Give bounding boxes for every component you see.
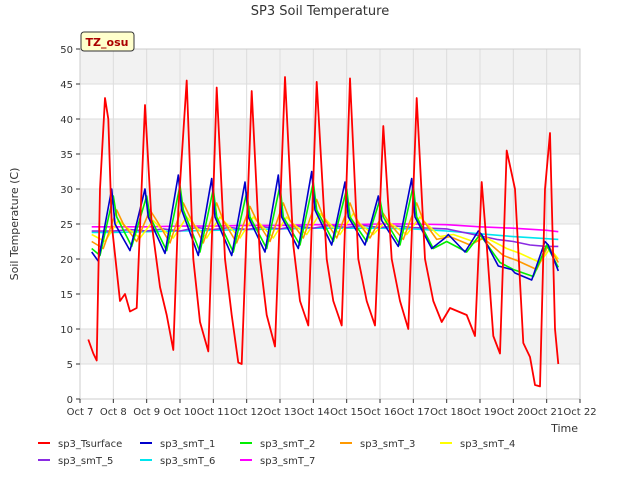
x-tick-label: Oct 7	[67, 407, 94, 418]
x-tick-label: Oct 10	[163, 407, 196, 418]
legend-label: sp3_smT_6	[160, 456, 215, 467]
legend-item: sp3_smT_4	[440, 439, 515, 450]
y-tick-label: 15	[60, 290, 73, 301]
x-tick-label: Oct 8	[100, 407, 127, 418]
x-tick-label: Oct 17	[397, 407, 430, 418]
x-tick-label: Oct 11	[197, 407, 230, 418]
plot-band	[80, 329, 580, 364]
x-tick-label: Oct 21	[530, 407, 563, 418]
legend-label: sp3_smT_7	[260, 456, 315, 467]
y-tick-label: 10	[60, 325, 73, 336]
series-line-sp3-Tsurface	[87, 76, 560, 388]
chart-title: SP3 Soil Temperature	[251, 4, 389, 19]
plot-band	[80, 49, 580, 84]
legend-item: sp3_smT_6	[140, 456, 215, 467]
legend-label: sp3_smT_4	[460, 439, 515, 450]
series-line-sp3-smT-3	[91, 198, 559, 271]
legend-item: sp3_smT_2	[240, 439, 315, 450]
legend-item: sp3_smT_5	[38, 456, 113, 467]
x-axis-ticks: Oct 7 Oct 8 Oct 9 Oct 10 Oct 11 Oct 12 Oct 13 O…	[67, 399, 597, 418]
legend-label: sp3_smT_5	[58, 456, 113, 467]
legend-label: sp3_smT_3	[360, 439, 415, 450]
legend-label: sp3_smT_1	[160, 439, 215, 450]
plot-band	[80, 294, 580, 329]
tz-annotation: TZ_osu	[80, 31, 135, 52]
legend-label: sp3_smT_2	[260, 439, 315, 450]
y-tick-label: 20	[60, 255, 73, 266]
x-axis-label: Time	[550, 422, 578, 435]
legend-item: sp3_smT_1	[140, 439, 215, 450]
y-tick-label: 25	[60, 220, 73, 231]
data-series	[87, 76, 560, 388]
y-tick-label: 40	[60, 115, 73, 126]
legend-item: sp3_Tsurface	[38, 439, 122, 450]
y-tick-label: 45	[60, 80, 73, 91]
x-tick-label: Oct 22	[563, 407, 596, 418]
x-tick-label: Oct 13	[263, 407, 296, 418]
legend-item: sp3_smT_7	[240, 456, 315, 467]
x-tick-label: Oct 20	[497, 407, 530, 418]
y-axis-ticks: 0 5 10 15 20 25 30 35 40 45 50	[60, 45, 80, 406]
y-tick-label: 0	[67, 395, 73, 406]
legend-item: sp3_smT_3	[340, 439, 415, 450]
series-line-sp3-smT-2	[91, 181, 560, 278]
annotation-box	[80, 31, 135, 52]
plot-band	[80, 364, 580, 399]
y-tick-label: 5	[67, 360, 73, 371]
series-line-sp3-smT-4	[91, 212, 559, 264]
annotation-text: TZ_osu	[86, 36, 129, 49]
y-tick-label: 50	[60, 45, 73, 56]
legend-label: sp3_Tsurface	[58, 439, 122, 450]
plot-band	[80, 154, 580, 189]
plot-band	[80, 189, 580, 224]
x-tick-label: Oct 15	[330, 407, 363, 418]
y-axis-label: Soil Temperature (C)	[8, 168, 21, 281]
series-line-sp3-smT-1	[91, 170, 560, 281]
y-tick-label: 35	[60, 150, 73, 161]
x-tick-label: Oct 14	[297, 407, 330, 418]
x-tick-label: Oct 18	[430, 407, 463, 418]
x-tick-label: Oct 19	[463, 407, 496, 418]
plot-band	[80, 119, 580, 154]
x-tick-label: Oct 9	[133, 407, 160, 418]
legend: sp3_Tsurface sp3_smT_1 sp3_smT_2 sp3_smT_3 s…	[38, 439, 515, 467]
plot-band	[80, 84, 580, 119]
y-tick-label: 30	[60, 185, 73, 196]
x-tick-label: Oct 16	[363, 407, 396, 418]
x-tick-label: Oct 12	[230, 407, 263, 418]
